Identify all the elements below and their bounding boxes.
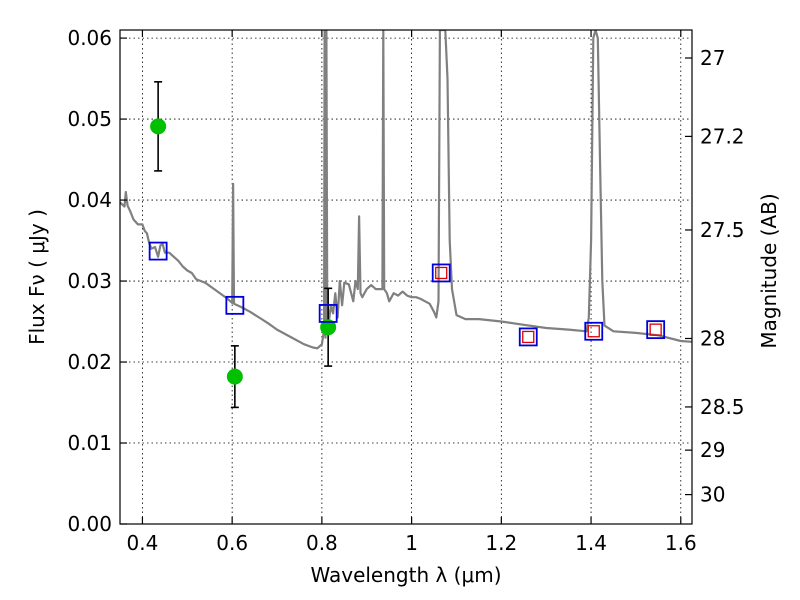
y2-tick-label: 27.5 (700, 218, 745, 242)
y-tick-label: 0.05 (67, 107, 112, 131)
y2-tick-label: 29 (700, 438, 725, 462)
spectrum-layer (120, 30, 692, 350)
y2-tick-labels: 27 27.2 27.5 28 28.5 29 30 (700, 46, 745, 507)
y-tick-label: 0.00 (67, 512, 112, 536)
y-axis-label: Flux Fν ( μJy ) (25, 209, 49, 345)
y-tick-label: 0.04 (67, 188, 112, 212)
model-photometry-square (225, 295, 245, 315)
model-photometry-square (584, 321, 604, 341)
y2-axis-label: Magnitude (AB) (757, 193, 781, 348)
observed-points-layer (150, 81, 337, 409)
x-tick-label: 1.2 (485, 531, 517, 555)
y-tick-label: 0.01 (67, 431, 112, 455)
observed-point (320, 319, 337, 336)
plot-frame (119, 29, 693, 525)
x-tick-label: 1.4 (575, 531, 607, 555)
model-spectrum-line (120, 30, 692, 350)
model-photometry-inner-square (522, 330, 535, 344)
x-axis-label: Wavelength λ (μm) (310, 563, 501, 587)
model-photometry-square (318, 304, 338, 323)
model-points-layer (148, 241, 666, 347)
y2-tick-label: 30 (700, 483, 725, 507)
x-tick-label: 1.6 (665, 531, 697, 555)
observed-point (150, 118, 167, 135)
y-tick-labels: 0.00 0.01 0.02 0.03 0.04 0.05 0.06 (67, 26, 112, 536)
y2-tick-label: 27 (700, 46, 725, 70)
y-tick-label: 0.06 (67, 26, 112, 50)
model-photometry-square (518, 327, 538, 347)
grid (120, 30, 692, 525)
y2-tick-label: 28.5 (700, 395, 745, 419)
model-photometry-inner-square (587, 325, 600, 338)
x-tick-label: 1 (405, 531, 418, 555)
model-photometry-inner-square (435, 266, 448, 280)
model-photometry-square (148, 241, 168, 261)
x-tick-labels: 0.4 0.6 0.8 1 1.2 1.4 1.6 (127, 531, 697, 555)
y2-tick-label: 28 (700, 326, 725, 350)
y2-tick-label: 27.2 (700, 124, 745, 148)
x-tick-label: 0.4 (127, 531, 159, 555)
y-tick-label: 0.03 (67, 269, 112, 293)
ticks-layer (120, 30, 692, 525)
x-tick-label: 0.6 (216, 531, 248, 555)
model-photometry-square (431, 263, 451, 283)
observed-point (226, 368, 243, 385)
y-tick-label: 0.02 (67, 350, 112, 374)
x-tick-label: 0.8 (306, 531, 338, 555)
model-photometry-square (646, 320, 666, 340)
model-photometry-inner-square (649, 323, 662, 336)
